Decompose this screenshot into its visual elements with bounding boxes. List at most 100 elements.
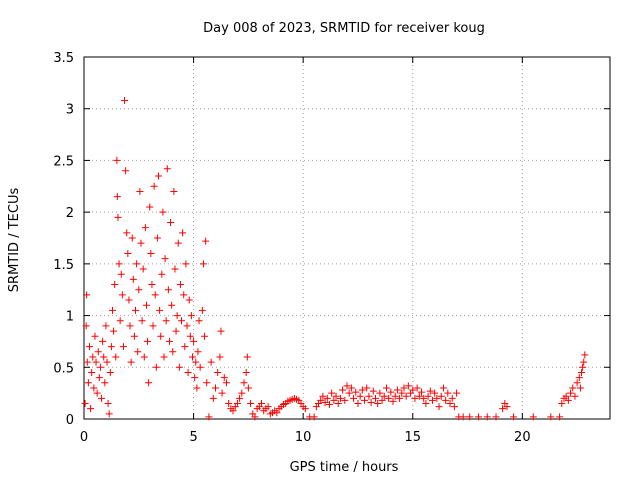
data-point (575, 374, 583, 382)
data-point (193, 384, 201, 392)
data-point (168, 301, 176, 309)
data-point (240, 379, 248, 387)
data-point (164, 286, 172, 294)
data-point (376, 389, 384, 397)
data-point (162, 317, 170, 325)
data-point (95, 374, 103, 382)
data-point (82, 322, 90, 330)
data-point (341, 396, 349, 404)
data-point (258, 399, 266, 407)
data-point (100, 353, 108, 361)
data-point (422, 399, 430, 407)
data-point (426, 387, 434, 395)
data-point (83, 291, 91, 299)
data-point (475, 413, 482, 421)
data-point (442, 396, 450, 404)
data-point (113, 193, 121, 201)
data-point (576, 384, 584, 392)
data-point (119, 343, 127, 351)
data-point (222, 379, 230, 387)
data-point (328, 389, 336, 397)
y-tick-label: 3.5 (53, 51, 74, 66)
y-tick-label: 0 (66, 413, 74, 428)
data-point (161, 255, 169, 263)
data-point (433, 394, 441, 402)
data-point (99, 337, 107, 345)
data-point (317, 396, 325, 404)
data-point (581, 351, 589, 359)
data-point (135, 286, 143, 294)
data-point (129, 275, 137, 283)
data-point (128, 234, 136, 242)
data-point (180, 291, 188, 299)
data-point (136, 187, 144, 195)
data-point (244, 384, 252, 392)
data-point (334, 399, 342, 407)
data-point (103, 358, 111, 366)
data-point (437, 392, 445, 400)
data-point (378, 396, 386, 404)
data-point (350, 394, 358, 402)
data-point (319, 392, 327, 400)
data-point (571, 392, 579, 400)
data-point (367, 398, 375, 406)
data-point (569, 384, 577, 392)
data-point (89, 353, 97, 361)
data-point (172, 327, 180, 335)
data-point (402, 392, 410, 400)
data-point (93, 389, 101, 397)
chart-title: Day 008 of 2023, SRMTID for receiver kou… (203, 21, 485, 36)
data-point (117, 270, 125, 278)
data-point (107, 343, 115, 351)
data-point (413, 384, 421, 392)
data-points (81, 96, 589, 421)
data-point (347, 384, 355, 392)
data-point (124, 250, 132, 258)
data-point (156, 306, 164, 314)
data-point (194, 348, 202, 356)
data-point (345, 389, 353, 397)
data-point (393, 386, 401, 394)
data-point (170, 187, 178, 195)
data-point (573, 379, 581, 387)
data-point (111, 281, 119, 289)
data-point (207, 358, 215, 366)
data-point (81, 399, 89, 407)
grid (84, 57, 610, 419)
data-point (182, 260, 190, 268)
data-point (191, 374, 199, 382)
data-point (185, 296, 193, 304)
data-point (94, 348, 102, 356)
data-point (420, 394, 428, 402)
data-point (116, 317, 124, 325)
data-point (310, 413, 318, 421)
data-point (184, 368, 192, 376)
data-point (195, 317, 203, 325)
data-point (127, 358, 135, 366)
data-point (499, 405, 507, 413)
data-point (179, 229, 187, 237)
data-point (444, 389, 452, 397)
data-point (385, 394, 393, 402)
data-point (85, 343, 93, 351)
data-point (428, 396, 436, 404)
data-point (220, 374, 228, 382)
data-point (158, 270, 166, 278)
data-point (233, 399, 241, 407)
x-tick-label: 5 (189, 430, 197, 445)
data-point (446, 399, 454, 407)
y-axis-label: SRMTID / TECUs (7, 188, 22, 293)
data-point (152, 363, 160, 371)
data-point (130, 332, 138, 340)
data-point (145, 379, 153, 387)
data-point (147, 250, 155, 258)
data-point (183, 322, 191, 330)
data-point (122, 167, 130, 175)
data-point (105, 410, 113, 418)
x-tick-label: 0 (80, 430, 88, 445)
data-point (163, 165, 171, 173)
data-point (389, 397, 397, 405)
data-point (169, 348, 177, 356)
x-tick-label: 20 (514, 430, 531, 445)
